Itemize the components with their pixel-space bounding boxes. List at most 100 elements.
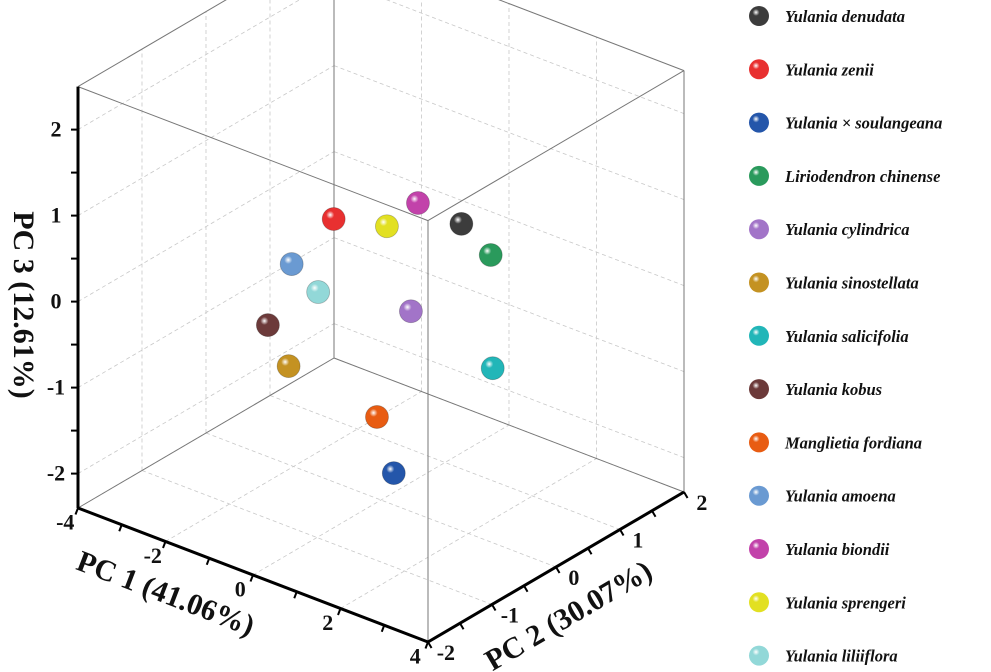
legend-label: Yulania sprengeri	[785, 593, 906, 612]
y-tick-mark	[459, 622, 465, 630]
y-tick-label: 0	[568, 565, 579, 590]
legend-item: Yulania zenii	[749, 59, 874, 80]
x-tick-mark	[293, 591, 298, 599]
grid-line	[77, 65, 335, 216]
box-edge	[77, 86, 429, 222]
legend: Yulania denudata Yulania zenii Yulania × s…	[749, 6, 942, 666]
y-tick-label: 1	[632, 527, 643, 552]
x-tick-mark	[205, 557, 211, 566]
legend-item: Liriodendron chinense	[749, 165, 940, 186]
legend-label: Yulania × soulangeana	[785, 114, 942, 133]
grid-line	[252, 424, 510, 576]
x-tick-label: -4	[56, 510, 74, 535]
y-tick-mark	[619, 528, 625, 537]
legend-marker	[749, 325, 769, 346]
z-tick-label: 1	[51, 203, 62, 228]
legend-marker	[749, 592, 769, 613]
x-tick-label: 4	[410, 644, 421, 669]
box-edge	[498, 0, 685, 72]
data-point: Yulania sprengeri	[375, 214, 399, 239]
x-axis-label: PC 1 (41.06%)	[72, 545, 259, 643]
axes: -4 -2 0 2 4 -2 -1 0 1 2 -2 -1 0 1 2	[47, 86, 707, 669]
box-edge	[333, 357, 685, 493]
data-point: Yulania × soulangeana	[381, 461, 406, 486]
legend-item: Yulania denudata	[749, 6, 905, 26]
y-tick-label: -2	[437, 640, 455, 665]
data-points: Yulania denudata Yulania zenii Yulania × s…	[255, 191, 505, 486]
box-edge	[427, 70, 685, 222]
data-point: Yulania cylindrica	[399, 299, 423, 324]
data-point: Yulania salicifolia	[480, 356, 505, 381]
legend-item: Yulania liliiflora	[749, 645, 898, 666]
data-point: Yulania liliiflora	[306, 280, 331, 304]
data-point: Yulania zenii	[321, 207, 346, 231]
legend-item: Manglietia fordiana	[749, 432, 922, 453]
data-point: Yulania sinostellata	[276, 354, 301, 378]
legend-label: Liriodendron chinense	[784, 167, 940, 186]
legend-label: Yulania sinostellata	[785, 274, 919, 293]
legend-label: Yulania zenii	[785, 60, 874, 79]
data-point: Yulania kobus	[255, 313, 280, 337]
data-point: Yulania amoena	[279, 252, 304, 276]
legend-label: Manglietia fordiana	[784, 433, 922, 452]
x-tick-mark	[162, 541, 167, 549]
x-tick-mark	[380, 624, 386, 633]
legend-item: Yulania kobus	[749, 379, 882, 400]
legend-marker	[749, 272, 769, 293]
data-point: Liriodendron chinense	[478, 243, 503, 267]
z-tick-label: 2	[51, 117, 62, 142]
legend-item: Yulania × soulangeana	[749, 112, 942, 133]
legend-item: Yulania cylindrica	[749, 219, 910, 240]
z-tick-label: -1	[47, 375, 65, 400]
legend-label: Yulania cylindrica	[785, 220, 910, 239]
x-tick-mark	[74, 507, 79, 515]
legend-marker	[749, 432, 769, 453]
x-tick-mark	[337, 608, 342, 616]
legend-label: Yulania liliiflora	[785, 647, 898, 666]
x-tick-mark	[249, 574, 254, 582]
z-tick-label: 0	[51, 289, 62, 314]
box-edge	[77, 357, 335, 509]
y-tick-label: -1	[501, 602, 519, 627]
data-point: Yulania biondii	[406, 191, 430, 215]
z-tick-label: -2	[47, 461, 65, 486]
box-frame	[77, 0, 685, 642]
z-axis-label: PC 3 (12.61%)	[7, 211, 40, 398]
y-tick-mark	[651, 510, 657, 518]
y-tick-mark	[491, 603, 497, 612]
legend-marker	[749, 645, 769, 666]
y-tick-mark	[427, 641, 433, 649]
legend-marker	[749, 59, 769, 80]
grid-line	[77, 0, 300, 130]
legend-label: Yulania kobus	[785, 380, 882, 399]
legend-marker	[749, 379, 769, 400]
box-edge	[77, 0, 227, 88]
legend-label: Yulania biondii	[785, 540, 890, 559]
grid-line	[77, 151, 335, 302]
legend-marker	[749, 165, 769, 186]
data-point: Yulania denudata	[449, 211, 474, 236]
grid-line	[141, 470, 493, 605]
legend-item: Yulania biondii	[749, 539, 890, 559]
legend-marker	[749, 219, 769, 240]
y-tick-label: 2	[696, 490, 707, 515]
x-tick-mark	[118, 524, 123, 532]
y-tick-mark	[523, 585, 529, 593]
grid-line	[269, 395, 621, 530]
legend-label: Yulania amoena	[785, 487, 896, 506]
x-tick-label: 0	[235, 577, 246, 602]
y-tick-mark	[683, 491, 689, 499]
x-tick-label: 2	[322, 610, 333, 635]
legend-item: Yulania amoena	[749, 485, 896, 506]
grid-line	[77, 323, 335, 474]
y-tick-mark	[587, 547, 593, 555]
y-tick-mark	[555, 566, 561, 574]
legend-item: Yulania salicifolia	[749, 325, 909, 346]
legend-marker	[749, 112, 769, 133]
legend-marker	[749, 6, 769, 26]
data-point: Manglietia fordiana	[365, 405, 389, 429]
legend-item: Yulania sinostellata	[749, 272, 919, 293]
legend-label: Yulania salicifolia	[785, 327, 909, 346]
legend-marker	[749, 539, 769, 559]
